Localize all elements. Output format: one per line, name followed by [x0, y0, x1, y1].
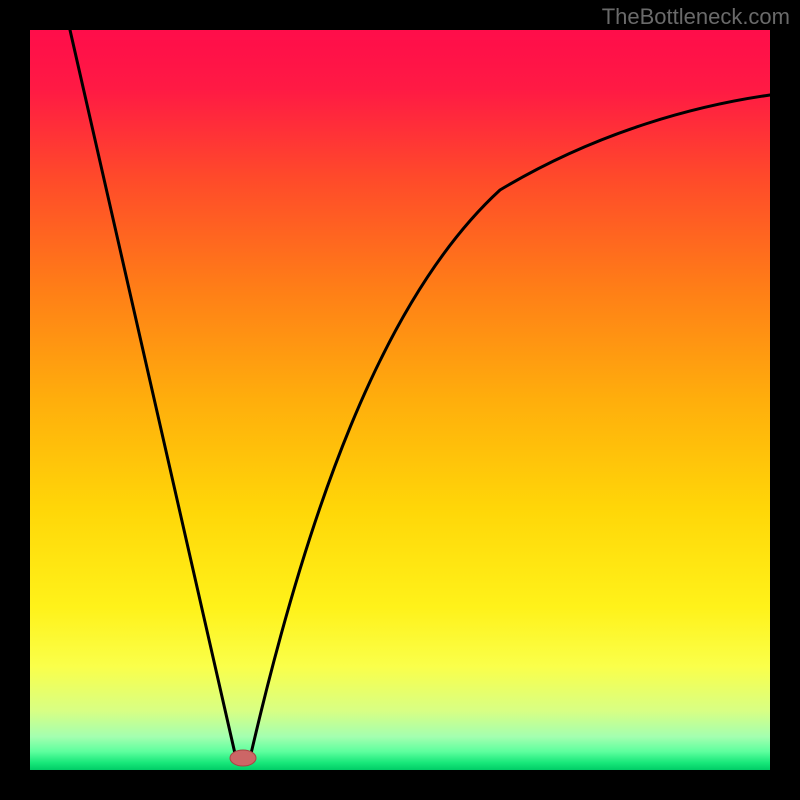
bottleneck-chart: [0, 0, 800, 800]
plot-area: [30, 30, 770, 770]
minimum-marker: [230, 750, 256, 766]
chart-container: TheBottleneck.com: [0, 0, 800, 800]
